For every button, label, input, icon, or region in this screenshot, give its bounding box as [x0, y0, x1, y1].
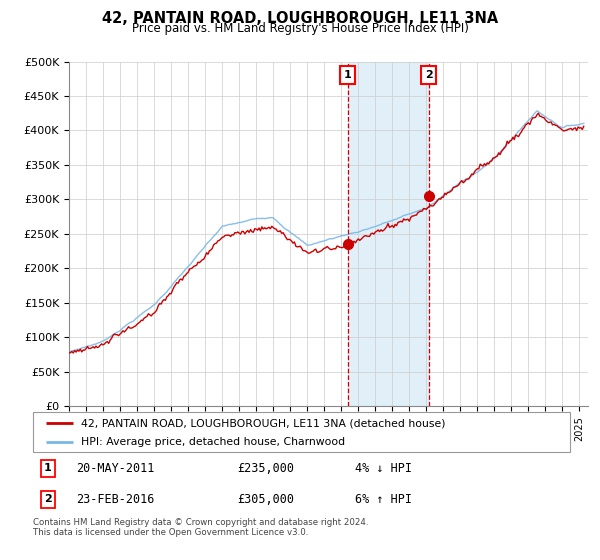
Text: 42, PANTAIN ROAD, LOUGHBOROUGH, LE11 3NA (detached house): 42, PANTAIN ROAD, LOUGHBOROUGH, LE11 3NA…: [82, 418, 446, 428]
FancyBboxPatch shape: [33, 412, 570, 452]
Text: 6% ↑ HPI: 6% ↑ HPI: [355, 493, 412, 506]
Text: HPI: Average price, detached house, Charnwood: HPI: Average price, detached house, Char…: [82, 437, 346, 447]
Text: Price paid vs. HM Land Registry's House Price Index (HPI): Price paid vs. HM Land Registry's House …: [131, 22, 469, 35]
Text: 2: 2: [425, 71, 433, 81]
Text: 2: 2: [44, 494, 52, 505]
Text: £305,000: £305,000: [237, 493, 294, 506]
Text: 1: 1: [344, 71, 352, 81]
Text: 20-MAY-2011: 20-MAY-2011: [76, 462, 154, 475]
Text: Contains HM Land Registry data © Crown copyright and database right 2024.
This d: Contains HM Land Registry data © Crown c…: [33, 518, 368, 538]
Text: 42, PANTAIN ROAD, LOUGHBOROUGH, LE11 3NA: 42, PANTAIN ROAD, LOUGHBOROUGH, LE11 3NA: [102, 11, 498, 26]
Text: 23-FEB-2016: 23-FEB-2016: [76, 493, 154, 506]
Bar: [348, 62, 429, 406]
Text: 4% ↓ HPI: 4% ↓ HPI: [355, 462, 412, 475]
Text: 1: 1: [44, 463, 52, 473]
Text: £235,000: £235,000: [237, 462, 294, 475]
